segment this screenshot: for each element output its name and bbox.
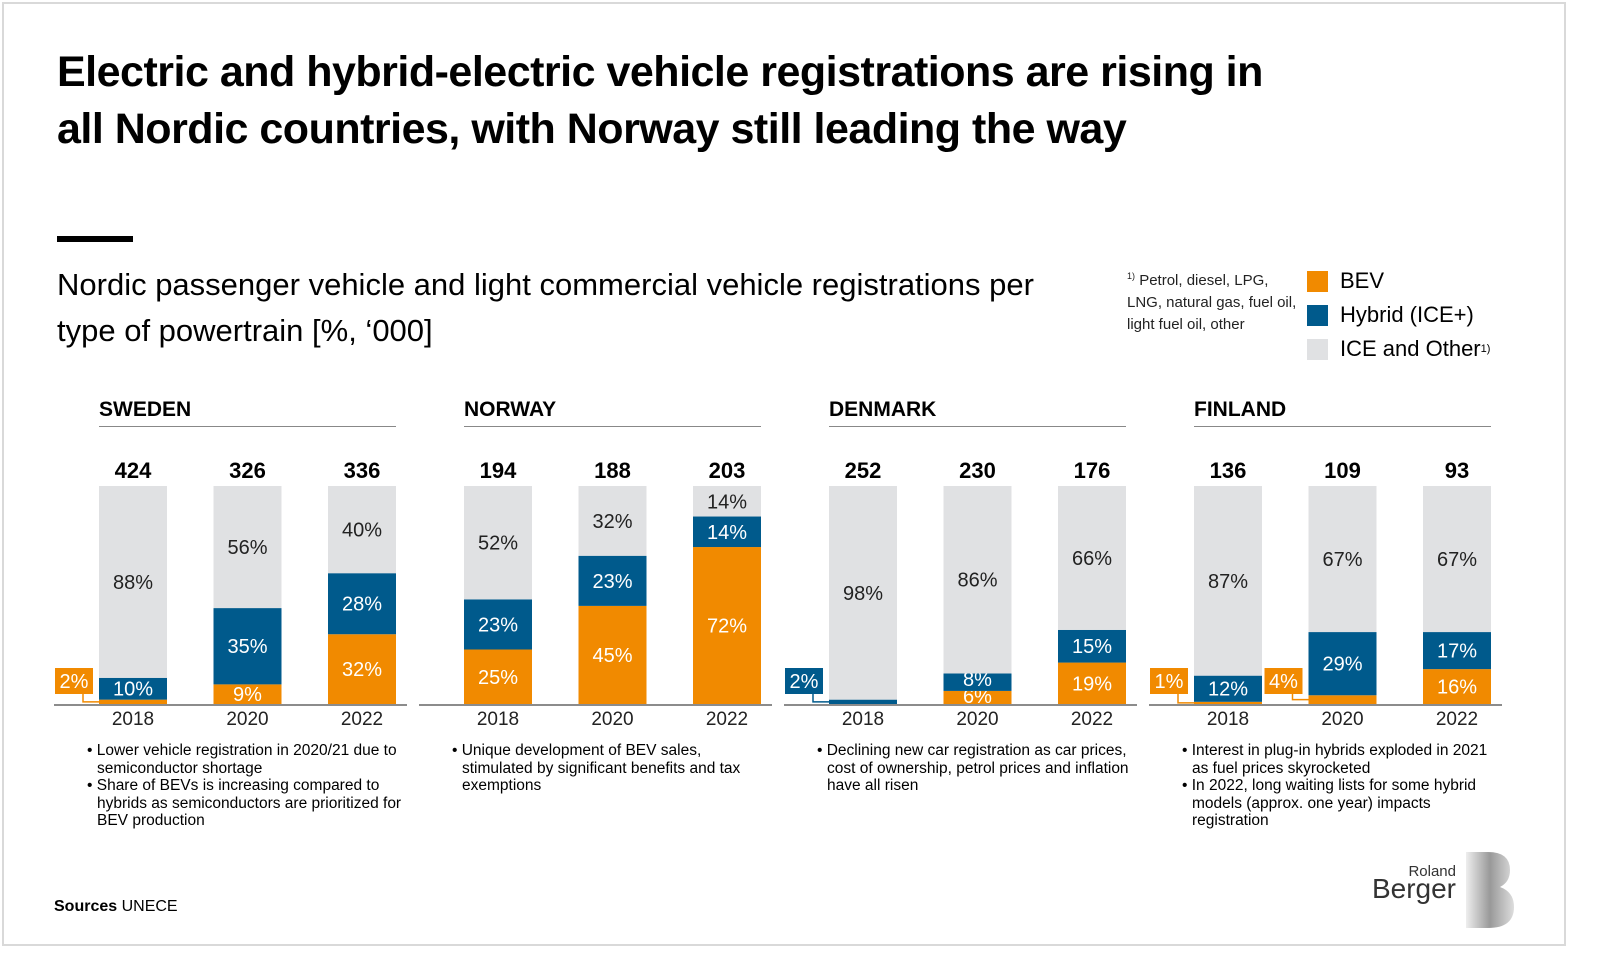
note-bullet: • Interest in plug-in hybrids exploded i… [1182,742,1488,777]
note-bullet: • Share of BEVs is increasing compared t… [87,777,402,829]
country-notes: • Declining new car registration as car … [815,742,1135,795]
legend-swatch [1307,338,1328,360]
sources-text: UNECE [121,898,178,915]
legend-swatch [1307,270,1328,292]
note-bullet: • Declining new car registration as car … [817,742,1129,794]
legend-label: ICE and Other [1340,336,1481,361]
title-rule [57,236,133,242]
country-notes: • Unique development of BEV sales, stimu… [450,742,770,795]
country-title: FINLAND [1194,398,1491,427]
sources-label: Sources [54,898,118,915]
country-title: SWEDEN [99,398,396,427]
country-notes: • Interest in plug-in hybrids exploded i… [1180,742,1500,830]
note-bullet: • Unique development of BEV sales, stimu… [452,742,741,794]
legend-marker: 1) [1480,343,1491,355]
legend-item-ice: ICE and Other 1) [1307,332,1490,366]
svg-text:Roland: Roland [1408,863,1456,880]
legend: BEV Hybrid (ICE+) ICE and Other 1) [1307,264,1490,366]
footnote-marker: 1) [1127,271,1136,281]
sources: Sources UNECE [54,898,178,916]
legend-label: BEV [1340,268,1385,293]
country-title: NORWAY [464,398,761,427]
note-bullet: • In 2022, long waiting lists for some h… [1182,777,1477,829]
legend-item-hybrid: Hybrid (ICE+) [1307,298,1490,332]
footnote-text: Petrol, diesel, LPG, LNG, natural gas, f… [1127,272,1297,333]
legend-item-bev: BEV [1307,264,1490,298]
note-bullet: • Lower vehicle registration in 2020/21 … [87,742,397,777]
country-notes: • Lower vehicle registration in 2020/21 … [85,742,405,830]
chart-subtitle: Nordic passenger vehicle and light comme… [57,267,1034,348]
country-title: DENMARK [829,398,1126,427]
slide-frame [2,2,1566,946]
page-title: Electric and hybrid-electric vehicle reg… [57,48,1263,153]
svg-text:Berger: Berger [1372,873,1456,904]
footnote: 1) Petrol, diesel, LPG, LNG, natural gas… [1127,265,1297,336]
legend-label: Hybrid (ICE+) [1340,302,1474,327]
legend-swatch [1307,304,1328,326]
roland-berger-logo: Roland Berger [1368,850,1528,935]
